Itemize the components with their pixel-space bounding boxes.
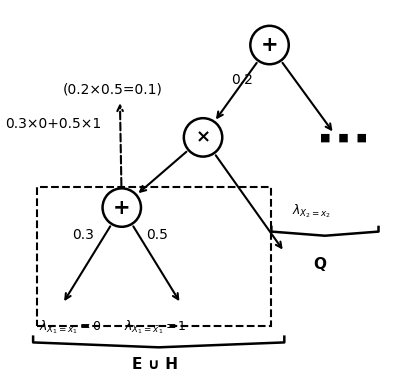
Text: E ∪ H: E ∪ H [132, 357, 178, 372]
Text: +: + [113, 197, 130, 218]
Text: $\lambda_{X_1=x_1}=0$: $\lambda_{X_1=x_1}=0$ [39, 319, 102, 337]
Text: +: + [261, 35, 278, 55]
Text: $\lambda_{X_1=\bar{x}_1}=1$: $\lambda_{X_1=\bar{x}_1}=1$ [124, 319, 186, 337]
Text: 0.5: 0.5 [146, 228, 168, 242]
Text: 0.3: 0.3 [72, 228, 94, 242]
Text: $\lambda_{X_2=x_2}$: $\lambda_{X_2=x_2}$ [292, 202, 332, 220]
Text: 0.2: 0.2 [231, 73, 253, 87]
Text: ×: × [195, 128, 211, 146]
Text: ■  ■  ■: ■ ■ ■ [320, 132, 367, 142]
Bar [37, 187, 271, 326]
Text: (0.2×0.5=0.1): (0.2×0.5=0.1) [63, 82, 162, 96]
Text: 0.3×0+0.5×1: 0.3×0+0.5×1 [5, 117, 102, 131]
Text: Q: Q [313, 257, 326, 272]
